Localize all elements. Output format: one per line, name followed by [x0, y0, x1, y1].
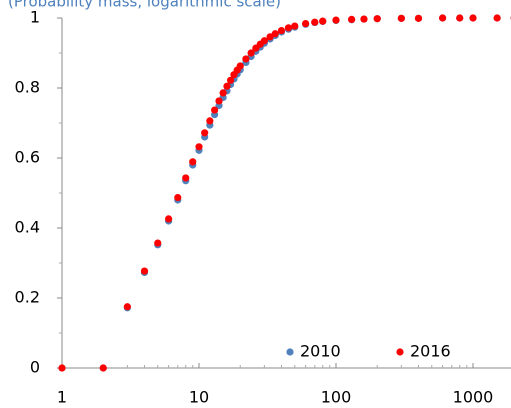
- y-tick-label: 0: [30, 358, 40, 377]
- y-tick-label: 0.4: [15, 218, 40, 237]
- point: [58, 364, 66, 372]
- point: [284, 24, 293, 32]
- legend-label: 2016: [410, 342, 451, 361]
- point: [311, 18, 319, 26]
- y-tick-label: 0.2: [15, 288, 40, 307]
- point: [277, 27, 286, 35]
- point: [291, 22, 299, 30]
- point: [189, 158, 197, 166]
- point: [266, 33, 274, 41]
- point: [99, 364, 107, 372]
- point: [456, 14, 464, 22]
- point: [242, 55, 250, 63]
- point: [223, 82, 231, 90]
- point: [332, 16, 340, 24]
- point: [260, 37, 268, 45]
- point: [165, 215, 173, 223]
- y-tick-label: 0.6: [15, 148, 40, 167]
- point: [215, 97, 223, 105]
- point: [195, 143, 203, 151]
- point: [140, 267, 149, 275]
- point: [271, 30, 279, 38]
- point: [360, 15, 368, 23]
- point: [469, 14, 477, 22]
- x-tick-label: 1: [57, 388, 67, 407]
- point: [211, 106, 219, 114]
- point: [493, 14, 501, 22]
- y-tick-label: 1: [30, 8, 40, 27]
- point: [236, 62, 244, 70]
- legend-marker: [286, 348, 294, 356]
- legend-marker: [396, 348, 404, 356]
- point: [348, 15, 356, 23]
- chart-subtitle: (Probability mass, logarithmic scale): [8, 0, 281, 11]
- point: [219, 89, 227, 97]
- point: [206, 117, 214, 125]
- y-tick-label: 0.8: [15, 78, 40, 97]
- x-tick-label: 100: [321, 388, 352, 407]
- x-tick-label: 10: [189, 388, 209, 407]
- point: [201, 129, 209, 137]
- point: [414, 14, 423, 22]
- point: [182, 174, 190, 182]
- point: [439, 14, 447, 22]
- point: [247, 49, 255, 57]
- point: [123, 303, 131, 311]
- point: [154, 239, 162, 247]
- point: [397, 14, 405, 22]
- point: [302, 20, 310, 28]
- point: [373, 15, 381, 23]
- x-tick-label: 1000: [453, 388, 494, 407]
- point: [319, 17, 327, 25]
- point: [174, 193, 182, 202]
- legend-label: 2010: [300, 342, 341, 361]
- point: [226, 76, 235, 84]
